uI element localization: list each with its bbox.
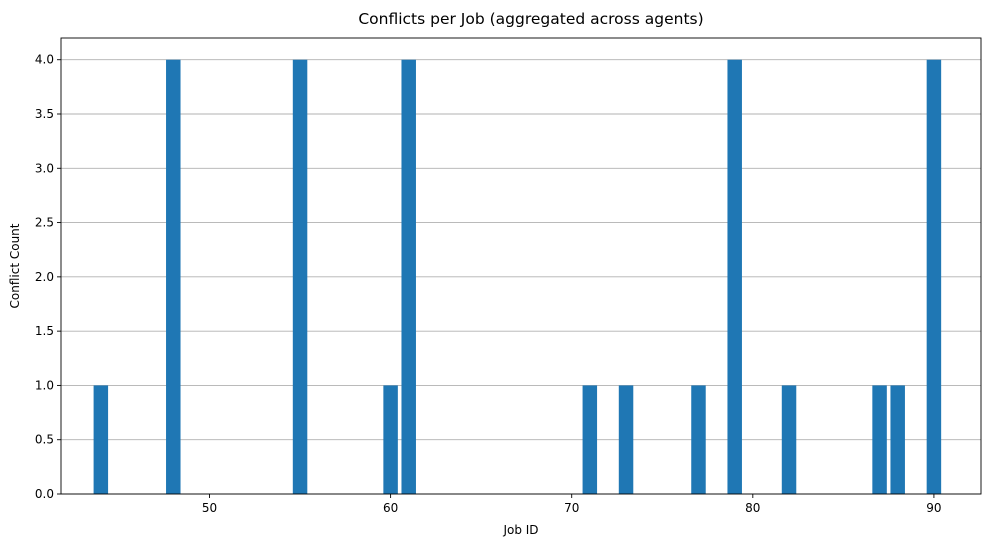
y-tick-label: 0.5 <box>35 433 54 447</box>
bar-job-44 <box>93 385 109 494</box>
bar-job-73 <box>618 385 634 494</box>
x-tick-label: 60 <box>383 501 398 515</box>
y-tick-label: 4.0 <box>35 53 54 67</box>
bar-job-60 <box>383 385 398 494</box>
bar-job-87 <box>872 385 887 494</box>
chart-title: Conflicts per Job (aggregated across age… <box>358 10 703 28</box>
bar-job-90 <box>926 59 942 494</box>
bar-job-82 <box>781 385 797 494</box>
bar-job-55 <box>292 59 308 494</box>
bar-job-71 <box>582 385 598 494</box>
y-axis: 0.0 0.5 1.0 1.5 2.0 2.5 3.0 3.5 4.0 <box>35 53 61 501</box>
bar-job-79 <box>727 59 742 494</box>
y-axis-label: Conflict Count <box>8 223 22 308</box>
bar-job-48 <box>166 59 181 494</box>
bar-job-61 <box>401 59 416 494</box>
y-tick-label: 3.0 <box>35 161 54 175</box>
plot-frame <box>60 37 982 495</box>
bar-job-77 <box>691 385 706 494</box>
bars-layer <box>93 59 942 494</box>
x-tick-label: 50 <box>202 501 217 515</box>
bar-job-88 <box>890 385 905 494</box>
y-tick-label: 0.0 <box>35 487 54 501</box>
x-tick-label: 80 <box>745 501 760 515</box>
x-axis-label: Job ID <box>502 523 538 537</box>
x-tick-label: 90 <box>926 501 941 515</box>
y-tick-label: 3.5 <box>35 107 54 121</box>
x-axis: 50 60 70 80 90 <box>202 494 942 515</box>
grid-layer <box>61 59 981 495</box>
y-tick-label: 2.5 <box>35 216 54 230</box>
y-tick-label: 2.0 <box>35 270 54 284</box>
x-tick-label: 70 <box>564 501 579 515</box>
y-tick-label: 1.0 <box>35 378 54 392</box>
y-tick-label: 1.5 <box>35 324 54 338</box>
